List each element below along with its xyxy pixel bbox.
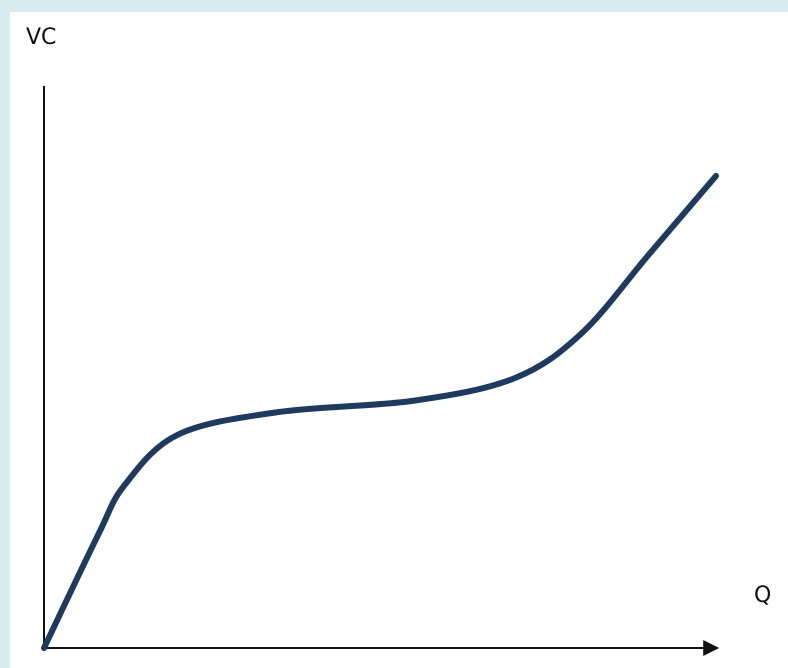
- variable-cost-chart: VC Q: [26, 25, 771, 656]
- variable-cost-curve: [41, 172, 719, 651]
- y-axis-label: VC: [26, 25, 56, 50]
- chart-panel: VC Q: [10, 12, 788, 668]
- x-axis-label: Q: [754, 583, 771, 608]
